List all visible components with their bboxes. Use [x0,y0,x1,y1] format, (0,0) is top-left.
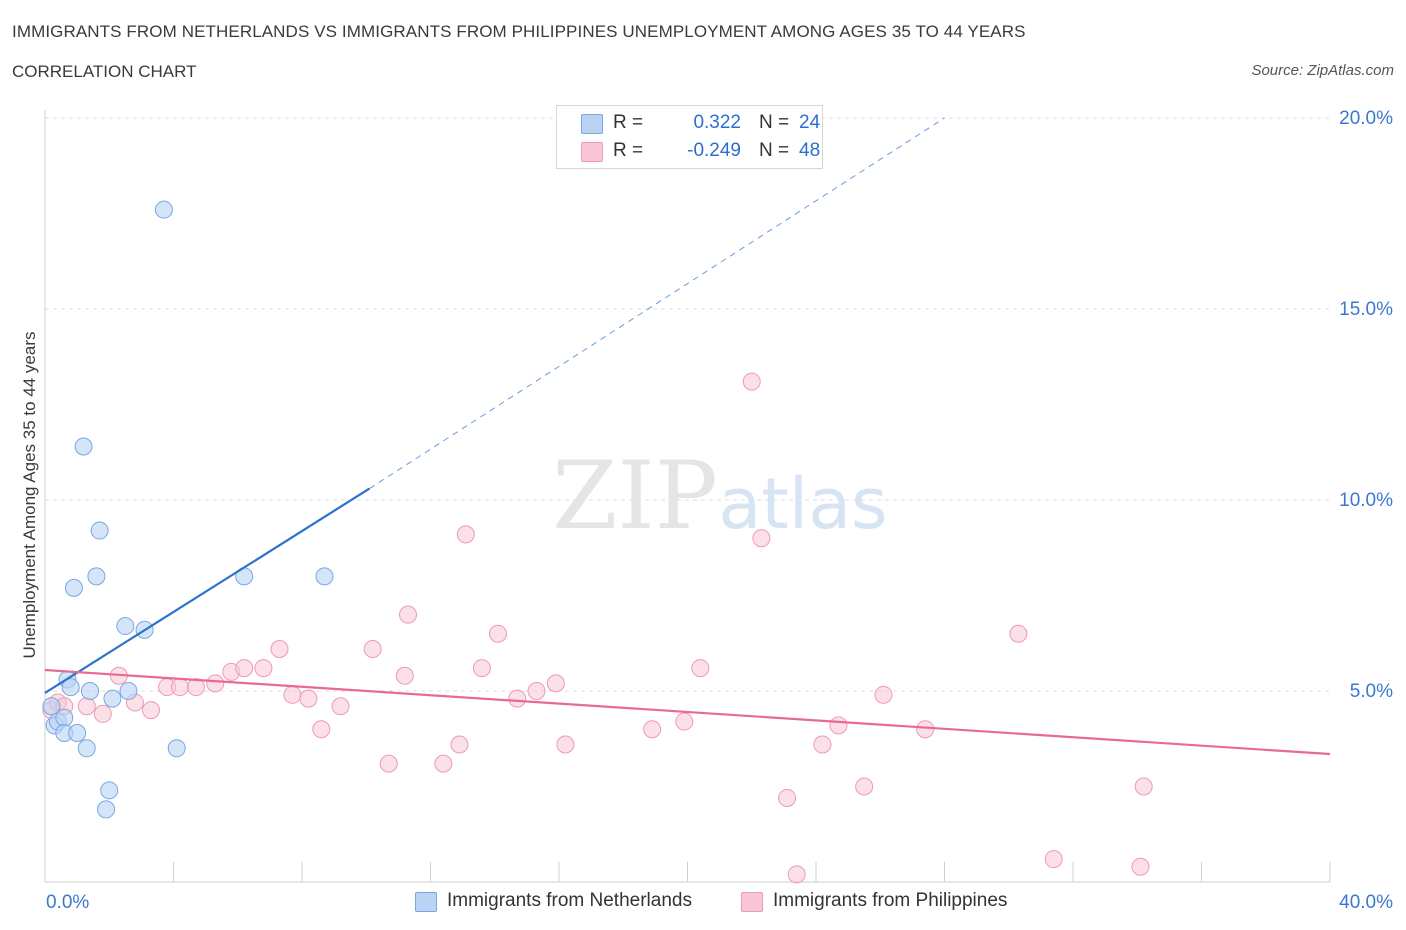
netherlands-legend-swatch [415,892,437,912]
netherlands-trend-extension [369,117,945,489]
philippines-point [488,624,507,643]
philippines-point [299,689,318,708]
netherlands-legend-label: Immigrants from Netherlands [447,890,692,911]
netherlands-point [100,781,119,800]
philippines-point [1044,850,1063,869]
r-label: R = [613,112,644,133]
netherlands-point [90,521,109,540]
philippines-point [270,639,289,658]
philippines-point [283,685,302,704]
philippines-point [508,689,527,708]
philippines-point [331,697,350,716]
netherlands-swatch [581,114,603,134]
philippines-point [752,529,771,548]
netherlands-point [80,682,99,700]
x-tick-label: 0.0% [46,892,89,913]
netherlands-point [68,724,87,743]
netherlands-point [77,739,96,758]
y-tick-label: 20.0% [1339,108,1393,129]
philippines-point [399,605,418,624]
r-label: R = [613,140,644,161]
philippines-point [1009,624,1028,643]
netherlands-point [315,567,334,586]
philippines-point [1134,777,1153,796]
philippines-point [916,720,935,739]
philippines-point [675,712,694,731]
n-value-philippines: 48 [799,140,821,161]
philippines-point [77,697,96,716]
netherlands-point [103,689,122,708]
philippines-point [874,685,893,704]
philippines-point [170,678,189,697]
philippines-point [142,701,161,720]
netherlands-point [64,578,83,597]
r-value-philippines: -0.249 [687,140,741,161]
philippines-point [206,674,225,693]
y-tick-label: 10.0% [1339,490,1393,511]
netherlands-point [167,739,186,758]
philippines-point [456,525,475,544]
philippines-point [829,716,848,735]
netherlands-point [116,617,135,636]
n-label: N = [759,112,790,133]
y-axis-label: Unemployment Among Ages 35 to 44 years [20,331,39,659]
philippines-point [93,704,112,723]
philippines-point [742,372,761,391]
source-label: Source: ZipAtlas.com [1251,62,1394,79]
chart-subtitle: CORRELATION CHART [12,62,197,81]
philippines-trend-line [44,668,1331,756]
watermark-atlas: atlas [718,463,887,545]
philippines-point [787,865,806,884]
philippines-point [312,720,331,739]
netherlands-point [119,682,138,700]
netherlands-point [42,697,61,716]
philippines-point [813,735,832,754]
philippines-point [855,777,874,796]
r-value-netherlands: 0.322 [693,112,741,133]
y-tick-label: 5.0% [1350,681,1393,702]
philippines-legend-label: Immigrants from Philippines [773,890,1008,911]
philippines-legend-swatch [741,892,763,912]
philippines-swatch [581,142,603,162]
philippines-point [235,659,254,678]
philippines-point [434,754,453,773]
philippines-point [186,678,205,697]
netherlands-trend-line [44,487,371,694]
watermark-zip: ZIP [552,442,718,551]
philippines-point [1131,857,1150,876]
y-tick-label: 15.0% [1339,299,1393,320]
n-label: N = [759,140,790,161]
philippines-point [472,659,491,678]
netherlands-point [74,437,93,456]
correlation-legend: R = 0.322 N = 24 R = -0.249 N = 48 [556,105,823,169]
philippines-point [643,720,662,739]
philippines-point [691,659,710,678]
netherlands-point [61,678,80,697]
netherlands-point [55,708,74,727]
philippines-point [556,735,575,754]
philippines-point [254,659,273,678]
philippines-point [527,682,546,700]
philippines-point [778,788,797,807]
n-value-netherlands: 24 [799,112,821,133]
philippines-point [363,639,382,658]
netherlands-point [87,567,106,586]
x-tick-label: 40.0% [1339,892,1393,913]
chart-title: IMMIGRANTS FROM NETHERLANDS VS IMMIGRANT… [12,22,1026,41]
philippines-point [546,674,565,693]
philippines-point [395,666,414,685]
netherlands-point [154,200,173,219]
netherlands-point [97,800,116,819]
philippines-point [450,735,469,754]
philippines-point [379,754,398,773]
